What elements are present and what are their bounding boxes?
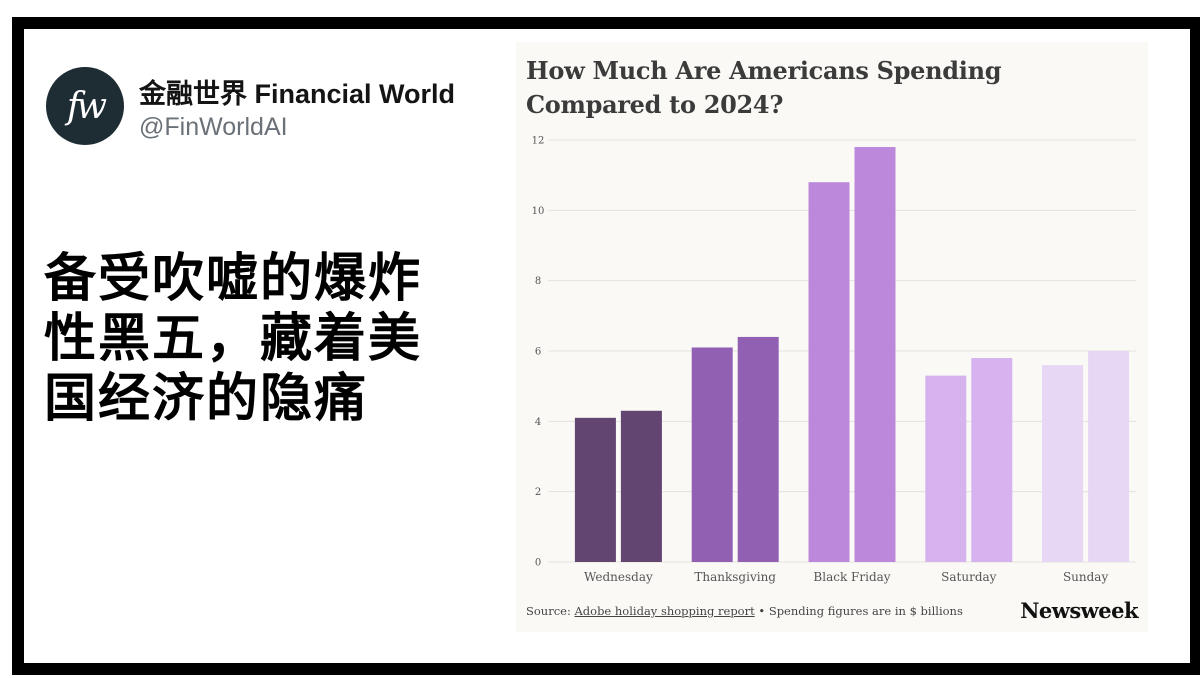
account-name[interactable]: 金融世界 Financial World bbox=[139, 79, 456, 109]
post-card: fw 金融世界 Financial World @FinWorldAI 备受吹嘘… bbox=[24, 29, 1190, 663]
avatar-logo-text: fw bbox=[66, 85, 107, 127]
source-note: Source: Adobe holiday shopping report • … bbox=[526, 604, 963, 618]
x-category-label: Wednesday bbox=[584, 570, 653, 584]
y-tick-label: 6 bbox=[535, 347, 541, 358]
headline-line: 国经济的隐痛 bbox=[44, 369, 369, 429]
y-tick-label: 8 bbox=[535, 276, 541, 287]
bar-chart: 0 2 4 6 8 10 12 Wednesday Thanksgiving Black Frid… bbox=[532, 136, 1136, 584]
x-category-label: Saturday bbox=[941, 570, 996, 584]
account-handle[interactable]: @FinWorldAI bbox=[139, 113, 288, 141]
source-prefix: Source: bbox=[526, 604, 571, 618]
headline: 备受吹嘘的爆炸 性黑五，藏着美 国经济的隐痛 bbox=[44, 249, 484, 429]
source-link[interactable]: Adobe holiday shopping report bbox=[574, 604, 755, 618]
y-tick-label: 4 bbox=[535, 417, 541, 428]
bar-wednesday-2025 bbox=[620, 410, 662, 562]
bar-black-friday-2025 bbox=[854, 147, 896, 562]
y-tick-label: 10 bbox=[532, 206, 545, 217]
bar-saturday-2024 bbox=[925, 375, 967, 562]
chart-title: How Much Are Americans Spending Compared… bbox=[526, 56, 1002, 119]
chart-panel: How Much Are Americans Spending Compared… bbox=[516, 42, 1148, 632]
bar-sunday-2024 bbox=[1042, 365, 1084, 562]
headline-line: 备受吹嘘的爆炸 bbox=[44, 249, 423, 309]
bar-thanksgiving-2025 bbox=[737, 336, 779, 562]
newsweek-logo: Newsweek bbox=[1020, 598, 1138, 623]
bar-sunday-2025 bbox=[1088, 351, 1130, 562]
x-category-label: Sunday bbox=[1063, 570, 1109, 584]
x-category-label: Black Friday bbox=[813, 570, 890, 584]
source-suffix: • Spending figures are in $ billions bbox=[758, 604, 963, 618]
bar-saturday-2025 bbox=[971, 358, 1013, 562]
headline-line: 性黑五，藏着美 bbox=[44, 309, 423, 369]
bar-wednesday-2024 bbox=[574, 417, 616, 562]
y-tick-label: 0 bbox=[535, 558, 541, 569]
bar-thanksgiving-2024 bbox=[691, 347, 733, 562]
y-tick-label: 12 bbox=[532, 136, 545, 147]
y-tick-label: 2 bbox=[535, 487, 541, 498]
avatar[interactable]: fw bbox=[46, 67, 124, 145]
bar-black-friday-2024 bbox=[808, 182, 850, 562]
x-category-label: Thanksgiving bbox=[694, 570, 776, 584]
